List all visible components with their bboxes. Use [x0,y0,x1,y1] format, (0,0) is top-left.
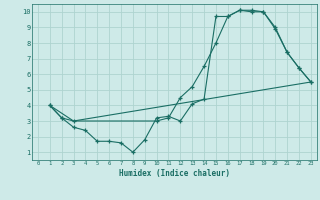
X-axis label: Humidex (Indice chaleur): Humidex (Indice chaleur) [119,169,230,178]
